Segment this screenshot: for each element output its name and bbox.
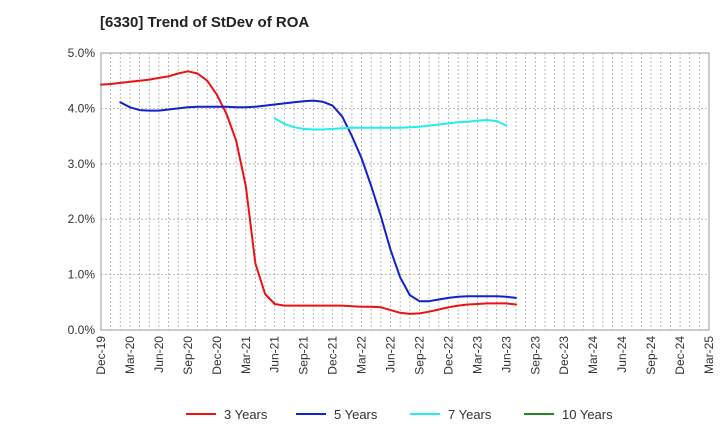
y-tick-label: 5.0%: [68, 46, 96, 60]
legend-label-10-years: 10 Years: [562, 407, 613, 422]
y-tick-label: 2.0%: [68, 212, 96, 226]
x-tick-label: Dec-23: [557, 336, 571, 375]
x-tick-label: Jun-20: [152, 336, 166, 373]
x-tick-label: Dec-20: [210, 336, 224, 375]
x-tick-label: Jun-22: [384, 336, 398, 373]
x-tick-label: Sep-23: [528, 336, 542, 375]
legend-label-3-years: 3 Years: [224, 407, 268, 422]
y-tick-label: 1.0%: [68, 268, 96, 282]
plot-area: [100, 52, 710, 331]
series-line-7-years: [273, 117, 508, 131]
y-tick-label: 3.0%: [68, 157, 96, 171]
x-tick-label: Mar-22: [355, 336, 369, 374]
series-line-3-years: [100, 70, 517, 315]
x-tick-label: Sep-21: [297, 336, 311, 375]
x-tick-label: Mar-23: [470, 336, 484, 374]
x-tick-label: Mar-25: [702, 336, 716, 374]
x-tick-label: Mar-20: [123, 336, 137, 374]
x-tick-label: Sep-20: [181, 336, 195, 375]
x-tick-label: Jun-24: [615, 336, 629, 373]
legend-label-7-years: 7 Years: [448, 407, 492, 422]
chart-title: [6330] Trend of StDev of ROA: [100, 14, 310, 31]
legend-label-5-years: 5 Years: [334, 407, 378, 422]
x-tick-label: Dec-21: [326, 336, 340, 375]
x-tick-label: Jun-21: [268, 336, 282, 373]
x-tick-label: Mar-24: [586, 336, 600, 374]
y-tick-label: 0.0%: [68, 323, 96, 337]
x-tick-label: Jun-23: [499, 336, 513, 373]
series-line-5-years: [119, 99, 517, 303]
y-tick-label: 4.0%: [68, 101, 96, 115]
x-tick-label: Dec-24: [673, 336, 687, 375]
x-tick-label: Dec-19: [94, 336, 108, 375]
x-tick-label: Sep-22: [412, 336, 426, 375]
x-tick-label: Sep-24: [644, 336, 658, 375]
x-tick-label: Dec-22: [441, 336, 455, 375]
x-tick-label: Mar-21: [239, 336, 253, 374]
